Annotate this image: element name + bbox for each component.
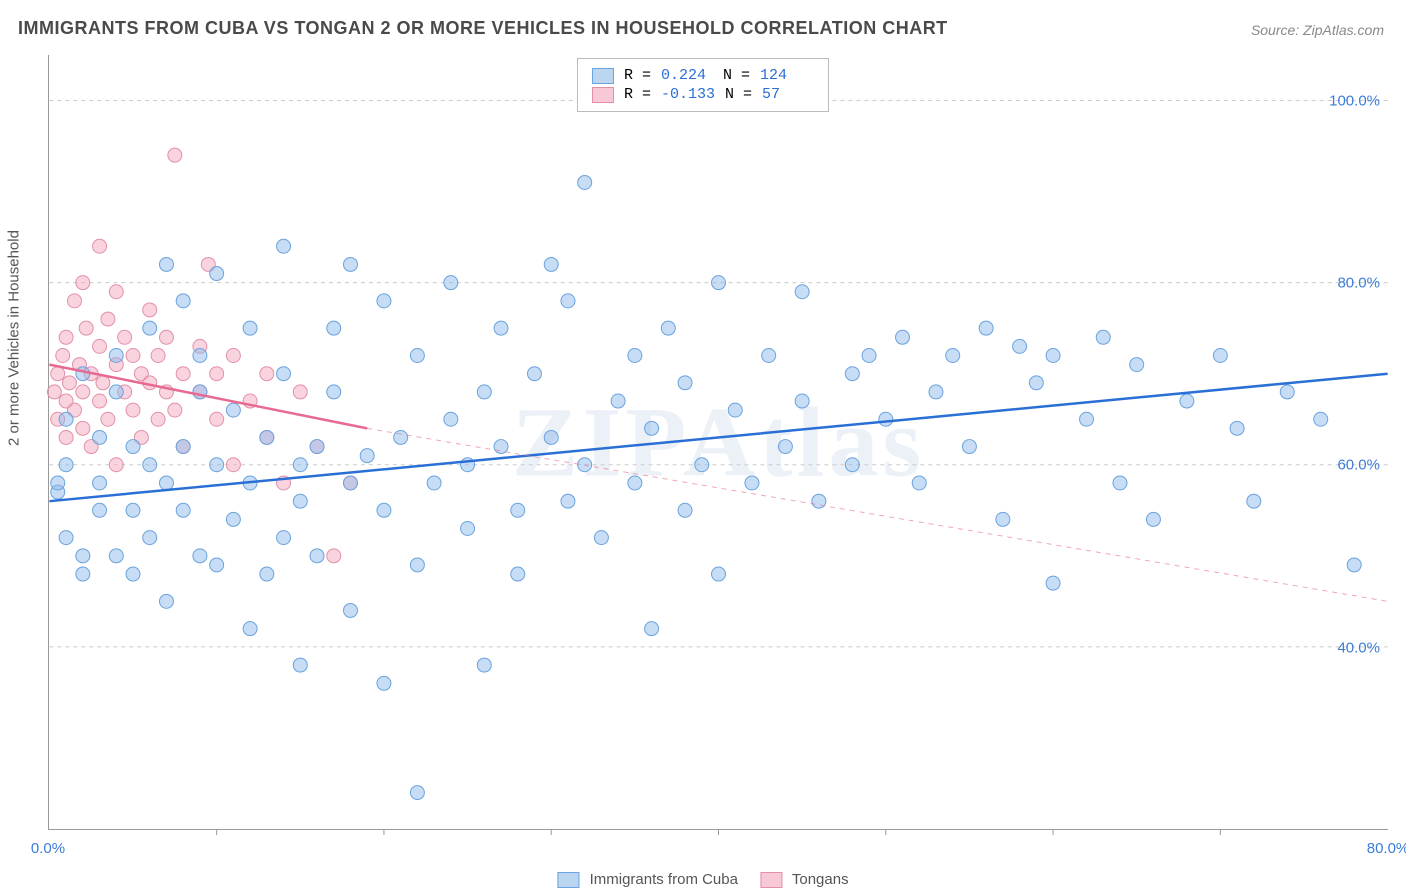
plot-area: ZIPAtlas 40.0%60.0%80.0%100.0% [48,55,1388,830]
stat-swatch-series2 [592,87,614,103]
legend-swatch-series1 [557,872,579,888]
n-value-series1: 124 [760,67,812,84]
r-value-series2: -0.133 [661,86,715,103]
y-tick-label: 100.0% [1329,92,1380,109]
stat-row-series2: R = -0.133 N = 57 [592,86,814,103]
bottom-legend: Immigrants from Cuba Tongans [557,871,848,888]
legend-label-series2: Tongans [792,871,849,888]
legend-item-series1: Immigrants from Cuba [557,871,738,888]
legend-label-series1: Immigrants from Cuba [590,871,738,888]
stat-row-series1: R = 0.224 N = 124 [592,67,814,84]
correlation-stats-box: R = 0.224 N = 124 R = -0.133 N = 57 [577,58,829,112]
chart-container: IMMIGRANTS FROM CUBA VS TONGAN 2 OR MORE… [0,0,1406,892]
stat-swatch-series1 [592,68,614,84]
chart-title: IMMIGRANTS FROM CUBA VS TONGAN 2 OR MORE… [18,18,948,39]
y-tick-label: 40.0% [1337,639,1380,656]
y-tick-label: 80.0% [1337,274,1380,291]
y-tick-label: 60.0% [1337,457,1380,474]
r-value-series1: 0.224 [661,67,713,84]
source-label: Source: ZipAtlas.com [1251,22,1384,38]
legend-swatch-series2 [760,872,782,888]
y-axis-label: 2 or more Vehicles in Household [6,230,23,446]
legend-item-series2: Tongans [760,871,849,888]
x-tick-label: 0.0% [31,840,65,857]
chart-svg [49,55,1388,829]
x-tick-label: 80.0% [1367,840,1406,857]
n-value-series2: 57 [762,86,814,103]
